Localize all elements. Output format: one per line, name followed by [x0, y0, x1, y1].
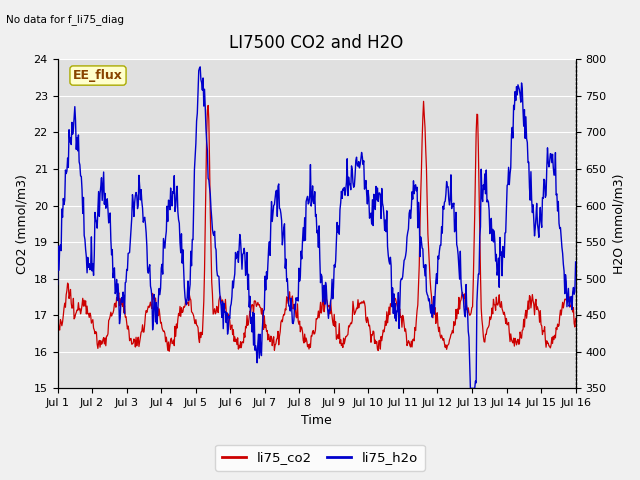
Title: LI7500 CO2 and H2O: LI7500 CO2 and H2O — [229, 34, 404, 52]
Text: EE_flux: EE_flux — [73, 69, 123, 82]
Y-axis label: CO2 (mmol/m3): CO2 (mmol/m3) — [15, 174, 28, 274]
Text: No data for f_li75_diag: No data for f_li75_diag — [6, 14, 124, 25]
Y-axis label: H2O (mmol/m3): H2O (mmol/m3) — [612, 174, 625, 274]
X-axis label: Time: Time — [301, 414, 332, 427]
Legend: li75_co2, li75_h2o: li75_co2, li75_h2o — [216, 445, 424, 471]
